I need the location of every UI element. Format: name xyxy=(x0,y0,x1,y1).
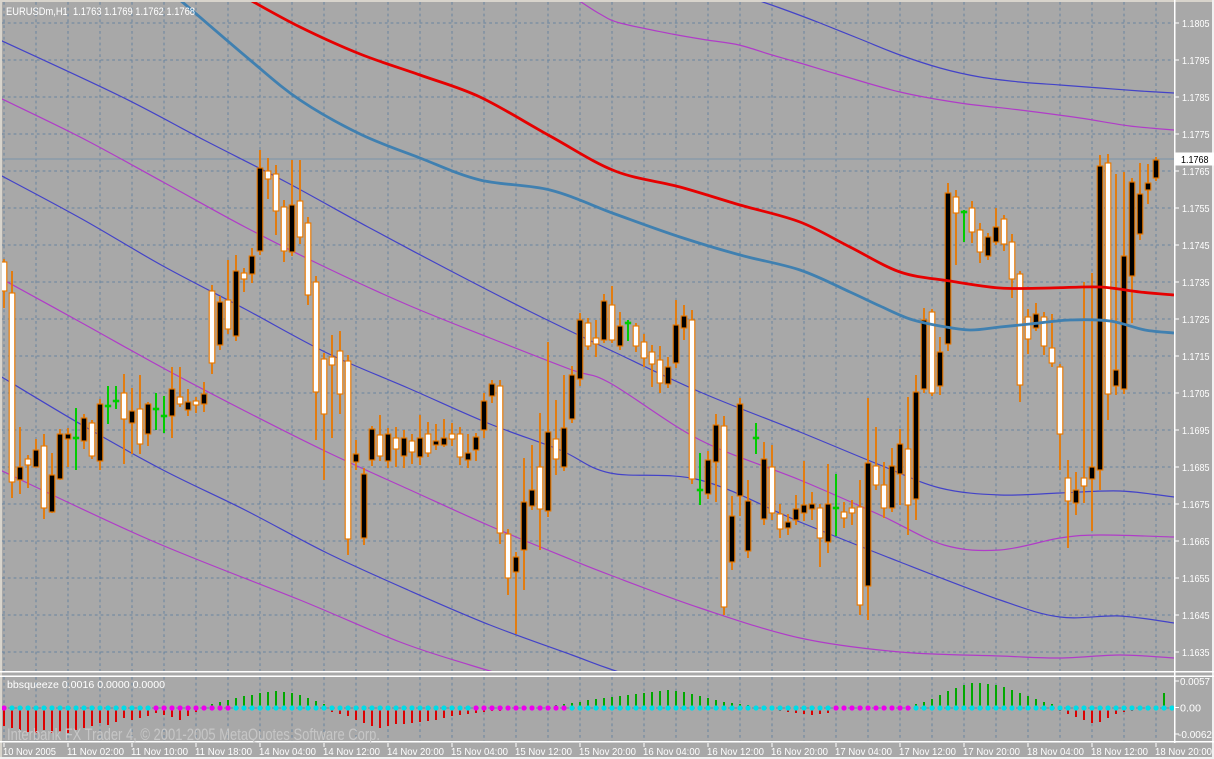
svg-text:17 Nov 12:00: 17 Nov 12:00 xyxy=(899,746,956,758)
svg-text:1.1645: 1.1645 xyxy=(1182,610,1210,622)
svg-text:1.1765: 1.1765 xyxy=(1182,166,1210,178)
svg-text:1.1775: 1.1775 xyxy=(1182,129,1210,141)
svg-text:14 Nov 20:00: 14 Nov 20:00 xyxy=(387,746,444,758)
svg-text:17 Nov 20:00: 17 Nov 20:00 xyxy=(963,746,1020,758)
svg-text:14 Nov 04:00: 14 Nov 04:00 xyxy=(259,746,316,758)
svg-text:15 Nov 04:00: 15 Nov 04:00 xyxy=(451,746,508,758)
svg-text:1.1685: 1.1685 xyxy=(1182,462,1210,474)
svg-text:1.1675: 1.1675 xyxy=(1182,499,1210,511)
svg-text:1.1735: 1.1735 xyxy=(1182,277,1210,289)
svg-text:10 Nov 2005: 10 Nov 2005 xyxy=(3,746,56,758)
svg-text:18 Nov 20:00: 18 Nov 20:00 xyxy=(1155,746,1212,758)
svg-text:0.00: 0.00 xyxy=(1180,703,1201,715)
svg-text:16 Nov 04:00: 16 Nov 04:00 xyxy=(643,746,700,758)
svg-text:15 Nov 12:00: 15 Nov 12:00 xyxy=(515,746,572,758)
svg-text:16 Nov 20:00: 16 Nov 20:00 xyxy=(771,746,828,758)
svg-text:1.1715: 1.1715 xyxy=(1182,351,1210,363)
svg-text:EURUSDm,H1 1.1763 1.1769 1.17: EURUSDm,H1 1.1763 1.1769 1.1762 1.1768 xyxy=(6,6,195,18)
svg-text:1.1755: 1.1755 xyxy=(1182,203,1210,215)
svg-text:11 Nov 02:00: 11 Nov 02:00 xyxy=(67,746,124,758)
svg-text:1.1768: 1.1768 xyxy=(1181,154,1209,166)
svg-text:17 Nov 04:00: 17 Nov 04:00 xyxy=(835,746,892,758)
svg-text:Interbank FX Trader 4, © 2001-: Interbank FX Trader 4, © 2001-2005 MetaQ… xyxy=(7,725,380,744)
svg-text:1.1655: 1.1655 xyxy=(1182,573,1210,585)
svg-text:1.1725: 1.1725 xyxy=(1182,314,1210,326)
svg-text:18 Nov 04:00: 18 Nov 04:00 xyxy=(1027,746,1084,758)
svg-text:1.1795: 1.1795 xyxy=(1182,55,1210,67)
svg-text:-0.0062: -0.0062 xyxy=(1178,729,1212,741)
svg-text:1.1745: 1.1745 xyxy=(1182,240,1210,252)
svg-text:1.1785: 1.1785 xyxy=(1182,92,1210,104)
svg-text:1.1805: 1.1805 xyxy=(1182,18,1210,30)
svg-text:1.1705: 1.1705 xyxy=(1182,388,1210,400)
svg-text:16 Nov 12:00: 16 Nov 12:00 xyxy=(707,746,764,758)
svg-text:11 Nov 10:00: 11 Nov 10:00 xyxy=(131,746,188,758)
svg-text:15 Nov 20:00: 15 Nov 20:00 xyxy=(579,746,636,758)
svg-text:1.1635: 1.1635 xyxy=(1182,647,1210,659)
svg-text:14 Nov 12:00: 14 Nov 12:00 xyxy=(323,746,380,758)
svg-text:1.1695: 1.1695 xyxy=(1182,425,1210,437)
svg-text:0.0057: 0.0057 xyxy=(1180,676,1210,688)
svg-text:1.1665: 1.1665 xyxy=(1182,536,1210,548)
svg-text:11 Nov 18:00: 11 Nov 18:00 xyxy=(195,746,252,758)
svg-text:18 Nov 12:00: 18 Nov 12:00 xyxy=(1091,746,1148,758)
svg-text:bbsqueeze 0.0016 0.0000 0.0000: bbsqueeze 0.0016 0.0000 0.0000 xyxy=(7,679,165,691)
